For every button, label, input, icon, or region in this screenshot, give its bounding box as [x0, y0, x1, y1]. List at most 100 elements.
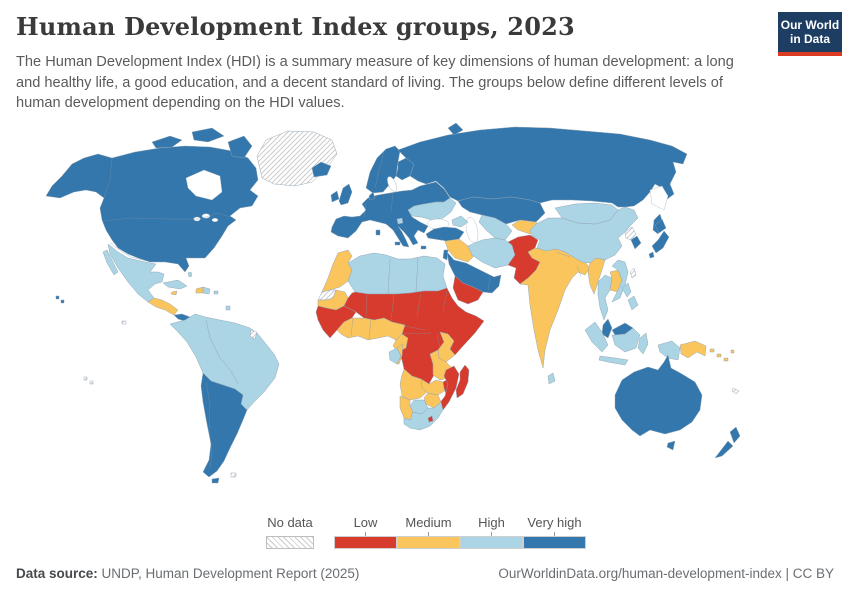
- map-region-philippines-mindanao[interactable]: [627, 295, 639, 311]
- caspian-sea: [465, 217, 479, 243]
- map-region-puerto-rico[interactable]: [213, 290, 219, 295]
- legend-tick: [428, 532, 429, 536]
- legend-item-high[interactable]: High: [460, 515, 523, 549]
- legend-swatch-low[interactable]: [334, 536, 397, 549]
- map-region-taiwan[interactable]: [629, 267, 637, 279]
- map-region-new-zealand-south[interactable]: [714, 440, 734, 459]
- map-region-mexico[interactable]: [107, 243, 165, 303]
- map-region-new-zealand-north[interactable]: [729, 426, 741, 444]
- map-region-balkans[interactable]: [396, 217, 404, 225]
- legend-label-medium: Medium: [405, 515, 452, 530]
- border-us-mexico: [109, 242, 148, 262]
- map-region-cuba[interactable]: [162, 279, 188, 290]
- map-region-new-caledonia[interactable]: [731, 387, 740, 395]
- map-region-thailand[interactable]: [597, 274, 613, 321]
- map-region-israel[interactable]: [442, 249, 449, 261]
- map-region-haiti[interactable]: [195, 286, 204, 294]
- map-region-central-america[interactable]: [147, 297, 179, 316]
- map-region-russia[interactable]: [397, 126, 688, 208]
- map-region-philippines-luzon[interactable]: [621, 282, 632, 298]
- map-region-europe-mainland[interactable]: [330, 181, 451, 248]
- map-region-congo[interactable]: [396, 343, 404, 365]
- map-region-trinidad[interactable]: [225, 305, 231, 311]
- border-oman-saudi: [487, 276, 491, 292]
- map-region-vietnam[interactable]: [611, 259, 629, 303]
- map-region-ireland[interactable]: [330, 190, 340, 203]
- map-region-japan-kyushu[interactable]: [648, 251, 655, 259]
- legend-item-medium[interactable]: Medium: [397, 515, 460, 549]
- map-region-yemen[interactable]: [452, 275, 484, 305]
- map-legend: No data Low Medium High Very high: [266, 515, 586, 549]
- data-source: Data source: UNDP, Human Development Rep…: [16, 566, 359, 581]
- map-region-morocco[interactable]: [321, 249, 353, 293]
- map-region-chile-argentina[interactable]: [200, 372, 248, 478]
- border-brazil-west: [205, 319, 239, 385]
- map-region-falkland-islands[interactable]: [230, 472, 237, 478]
- legend-item-very-high[interactable]: Very high: [523, 515, 586, 549]
- great-lakes: [201, 213, 211, 219]
- map-region-japan-honshu[interactable]: [651, 230, 670, 254]
- owid-logo-line1: Our World: [780, 17, 840, 32]
- map-region-south-korea[interactable]: [630, 235, 642, 250]
- map-region-south-america[interactable]: [169, 313, 280, 411]
- map-region-sri-lanka[interactable]: [547, 372, 556, 385]
- map-region-bahamas[interactable]: [187, 271, 193, 278]
- map-region-ukraine[interactable]: [407, 197, 457, 221]
- map-region-baffin-island[interactable]: [227, 135, 253, 159]
- border-europe-internal: [363, 150, 394, 218]
- map-region-north-africa[interactable]: [347, 252, 448, 295]
- hudson-bay: [185, 169, 223, 201]
- map-region-west-papua[interactable]: [657, 340, 681, 361]
- map-region-canadian-arctic[interactable]: [151, 135, 183, 149]
- map-region-syria-iraq[interactable]: [444, 238, 476, 263]
- legend-item-low[interactable]: Low: [334, 515, 397, 549]
- map-region-south-africa[interactable]: [403, 401, 444, 431]
- map-region-crete[interactable]: [420, 245, 427, 250]
- map-region-mongolia[interactable]: [554, 202, 619, 225]
- map-region-jamaica[interactable]: [170, 290, 178, 296]
- map-region-dominican-republic[interactable]: [202, 286, 211, 295]
- map-region-north-america[interactable]: [45, 145, 259, 273]
- legend-tick: [554, 532, 555, 536]
- map-region-novaya-zemlya[interactable]: [447, 122, 464, 136]
- map-region-united-kingdom[interactable]: [338, 183, 353, 206]
- map-region-tasmania[interactable]: [666, 440, 676, 451]
- legend-swatch-high[interactable]: [460, 536, 523, 549]
- map-region-galapagos[interactable]: [121, 320, 127, 325]
- map-region-tierra-del-fuego[interactable]: [211, 477, 220, 484]
- map-region-french-polynesia[interactable]: [83, 376, 94, 385]
- sea-of-okhotsk: [649, 185, 669, 211]
- map-region-greenland[interactable]: [256, 130, 338, 187]
- legend-swatch-very-high[interactable]: [523, 536, 586, 549]
- map-region-australia[interactable]: [614, 354, 703, 437]
- map-region-caucasus[interactable]: [451, 215, 469, 228]
- map-region-kenya[interactable]: [437, 331, 456, 363]
- map-region-pacific-islands[interactable]: [709, 348, 735, 362]
- map-region-baja-california[interactable]: [102, 249, 119, 276]
- map-region-madagascar[interactable]: [455, 364, 470, 399]
- map-region-french-guiana[interactable]: [249, 329, 258, 340]
- legend-item-no-data[interactable]: No data: [266, 515, 314, 549]
- map-region-canadian-arctic[interactable]: [191, 127, 225, 143]
- map-region-angola[interactable]: [399, 368, 430, 401]
- map-region-lesotho[interactable]: [427, 415, 434, 423]
- map-region-iceland[interactable]: [311, 161, 332, 178]
- map-region-kalimantan[interactable]: [611, 327, 641, 353]
- owid-link[interactable]: OurWorldinData.org/human-development-ind…: [498, 566, 834, 581]
- border-nepal-bangladesh: [555, 251, 582, 277]
- map-region-sulawesi[interactable]: [637, 332, 649, 355]
- map-region-papua-new-guinea[interactable]: [679, 340, 707, 359]
- owid-logo[interactable]: Our World in Data: [778, 12, 842, 56]
- map-region-japan-hokkaido[interactable]: [654, 218, 667, 234]
- map-region-java[interactable]: [598, 355, 629, 366]
- legend-swatch-no-data[interactable]: [266, 536, 314, 549]
- map-region-turkey[interactable]: [425, 226, 465, 242]
- legend-swatch-medium[interactable]: [397, 536, 460, 549]
- map-region-hawaii[interactable]: [55, 295, 65, 304]
- map-region-north-korea[interactable]: [624, 226, 637, 241]
- map-region-cameroon[interactable]: [392, 333, 409, 353]
- map-region-sumatra[interactable]: [584, 321, 609, 353]
- map-region-sicily-sardinia[interactable]: [375, 229, 401, 246]
- map-region-denmark[interactable]: [368, 191, 376, 201]
